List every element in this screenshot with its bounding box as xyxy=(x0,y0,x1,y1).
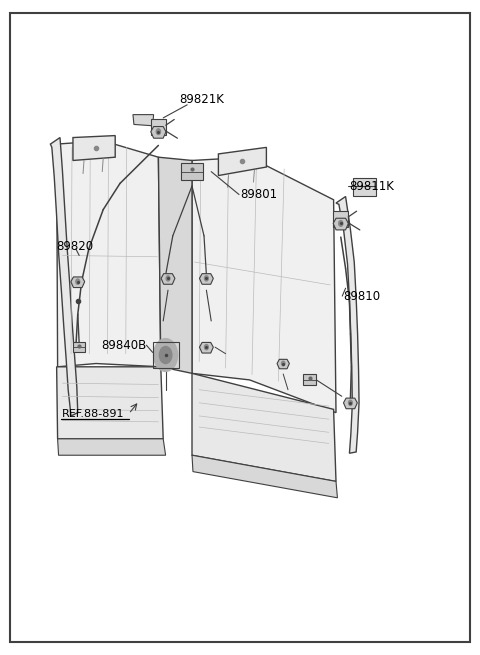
Polygon shape xyxy=(277,360,289,369)
Text: 89840B: 89840B xyxy=(101,339,146,352)
Polygon shape xyxy=(161,274,175,284)
Polygon shape xyxy=(333,218,348,230)
Polygon shape xyxy=(200,274,213,284)
Polygon shape xyxy=(73,343,85,352)
Polygon shape xyxy=(218,147,266,176)
Circle shape xyxy=(76,279,80,284)
Polygon shape xyxy=(336,196,359,453)
Polygon shape xyxy=(181,163,203,180)
Polygon shape xyxy=(57,367,163,439)
Polygon shape xyxy=(58,439,166,455)
Circle shape xyxy=(156,129,160,134)
Polygon shape xyxy=(73,136,115,160)
Polygon shape xyxy=(303,375,316,385)
Polygon shape xyxy=(192,157,336,413)
Text: 89821K: 89821K xyxy=(179,93,224,106)
Text: 89810: 89810 xyxy=(343,290,380,303)
Polygon shape xyxy=(50,138,78,416)
Text: 89811K: 89811K xyxy=(349,179,394,193)
Text: REF.88-891: REF.88-891 xyxy=(61,409,124,419)
Polygon shape xyxy=(151,119,166,136)
Text: 89820: 89820 xyxy=(57,240,94,253)
Circle shape xyxy=(204,345,208,350)
Polygon shape xyxy=(192,455,337,498)
Polygon shape xyxy=(133,115,154,126)
Circle shape xyxy=(339,221,343,226)
Polygon shape xyxy=(192,373,336,481)
Circle shape xyxy=(281,361,285,366)
Circle shape xyxy=(166,276,170,281)
Circle shape xyxy=(348,400,352,405)
Polygon shape xyxy=(158,157,192,373)
Polygon shape xyxy=(200,343,213,353)
Circle shape xyxy=(154,339,178,371)
Text: 89801: 89801 xyxy=(240,188,277,201)
Polygon shape xyxy=(353,178,376,196)
Polygon shape xyxy=(344,398,357,409)
Polygon shape xyxy=(71,277,84,288)
Circle shape xyxy=(159,346,172,364)
Polygon shape xyxy=(334,211,348,227)
Circle shape xyxy=(204,276,208,281)
Polygon shape xyxy=(57,141,161,367)
Polygon shape xyxy=(151,126,166,138)
